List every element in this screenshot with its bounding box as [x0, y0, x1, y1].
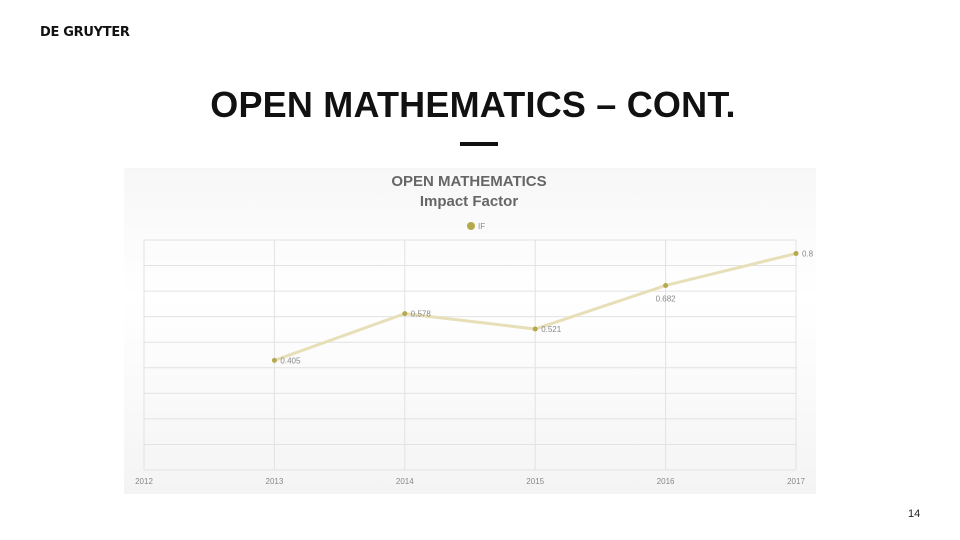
chart-grid: [143, 239, 797, 471]
chart-legend: IF: [467, 222, 485, 231]
chart-container: OPEN MATHEMATICS Impact Factor IF 0.405 0…: [124, 168, 816, 494]
chart-series: [271, 251, 799, 363]
data-label: 0.405: [280, 356, 301, 365]
title-underline: [460, 142, 498, 146]
data-point: [663, 282, 669, 288]
data-point: [793, 251, 799, 257]
x-tick-label: 2017: [787, 477, 805, 486]
publisher-logo: DE GRUYTER: [40, 25, 130, 40]
x-tick-label: 2013: [266, 477, 284, 486]
line-chart: OPEN MATHEMATICS Impact Factor IF 0.4050…: [135, 173, 814, 486]
chart-subtitle: Impact Factor: [420, 193, 519, 210]
x-tick-label: 2016: [657, 477, 675, 486]
chart-labels: 0.405 0.578 0.521 0.682 0.8: [280, 250, 813, 366]
x-tick-label: 2015: [526, 477, 544, 486]
page-number: 14: [908, 508, 921, 520]
legend-marker: [467, 222, 475, 230]
x-axis: 2012 2013 2014 2015 2016 2017: [135, 477, 805, 486]
slide-title: OPEN MATHEMATICS – CONT.: [210, 84, 736, 125]
data-point: [271, 357, 277, 363]
x-tick-label: 2012: [135, 477, 153, 486]
legend-label: IF: [478, 222, 485, 231]
data-label: 0.682: [656, 294, 677, 303]
data-point: [402, 311, 408, 317]
chart-title: OPEN MATHEMATICS: [391, 173, 546, 190]
data-label: 0.521: [541, 325, 562, 334]
x-tick-label: 2014: [396, 477, 414, 486]
data-label: 0.578: [411, 310, 432, 319]
data-label: 0.8: [802, 250, 814, 259]
data-point: [532, 326, 538, 332]
